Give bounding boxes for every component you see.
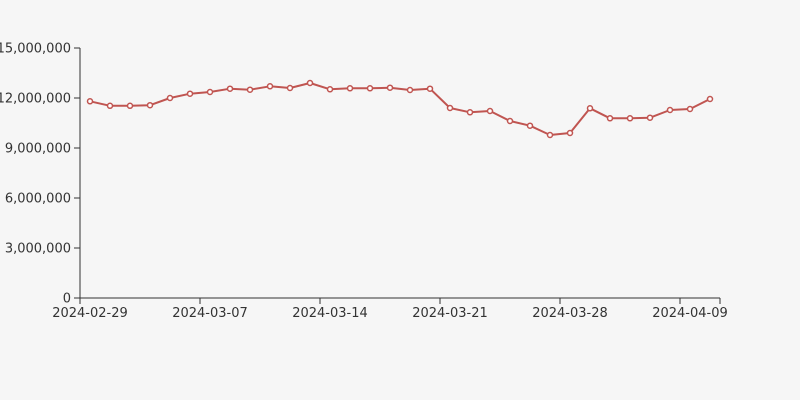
x-tick-label: 2024-03-21	[412, 306, 488, 321]
data-point-marker	[306, 79, 314, 87]
x-tick-label: 2024-03-28	[532, 306, 608, 321]
data-point-marker	[546, 131, 554, 139]
data-point-marker	[526, 122, 534, 129]
data-point-marker	[226, 85, 234, 92]
data-point-marker	[346, 85, 354, 92]
data-point-marker	[566, 129, 574, 137]
data-point-marker	[586, 105, 594, 112]
data-point-marker	[386, 84, 394, 91]
data-point-marker	[206, 88, 214, 96]
x-tick-label: 2024-04-09	[652, 306, 728, 321]
series-line	[89, 82, 711, 136]
data-point-marker	[446, 104, 454, 112]
data-point-marker	[686, 105, 694, 113]
data-point-marker	[286, 84, 294, 92]
data-point-marker	[606, 115, 614, 122]
data-point-marker	[166, 94, 174, 102]
data-point-marker	[86, 98, 94, 105]
y-tick-label: 9,000,000	[5, 142, 71, 157]
x-tick-label: 2024-03-07	[172, 306, 248, 321]
data-point-marker	[406, 86, 414, 94]
data-point-marker	[246, 86, 254, 93]
data-point-marker	[426, 85, 434, 92]
data-point-marker	[466, 109, 474, 116]
x-tick-label: 2024-03-14	[292, 306, 368, 321]
data-point-marker	[366, 85, 374, 92]
data-point-marker	[126, 102, 134, 110]
data-point-marker	[626, 115, 634, 122]
data-point-marker	[666, 106, 674, 114]
y-tick-label: 12,000,000	[0, 92, 71, 107]
y-tick-label: 6,000,000	[5, 192, 71, 207]
data-point-marker	[506, 117, 514, 125]
data-point-marker	[706, 95, 714, 103]
y-tick-label: 3,000,000	[5, 242, 71, 257]
x-tick-label: 2024-02-29	[52, 306, 128, 321]
data-point-marker	[186, 90, 194, 97]
data-point-marker	[106, 102, 114, 110]
y-tick-label: 15,000,000	[0, 42, 71, 57]
data-point-marker	[146, 101, 154, 109]
data-point-marker	[326, 86, 334, 93]
y-tick-label: 0	[63, 292, 71, 307]
data-point-marker	[646, 114, 654, 121]
data-point-marker	[486, 107, 494, 115]
data-point-marker	[266, 83, 274, 90]
